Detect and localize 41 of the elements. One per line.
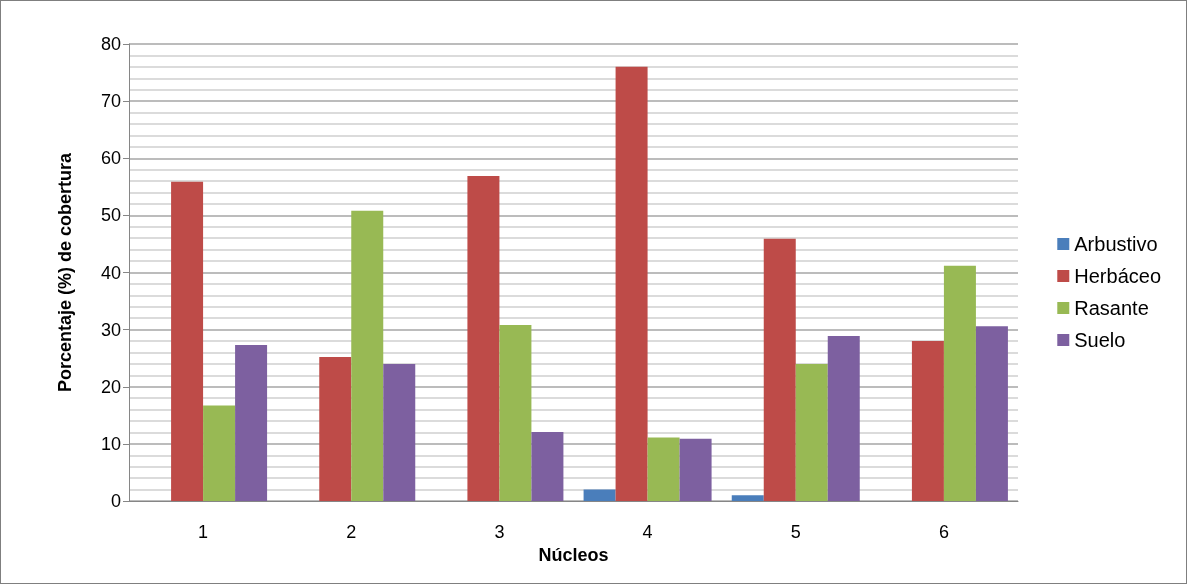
y-tick-label: 80 [100,34,121,54]
bar [731,495,764,501]
y-tick-label: 10 [100,433,121,454]
y-tick-label: 20 [100,376,121,397]
x-axis-title: Núcleos [538,544,609,565]
bar [531,431,564,501]
y-tick-label: 30 [100,319,121,340]
bar [763,238,796,501]
bar [467,175,500,501]
x-tick-label: 3 [494,522,505,542]
x-tick-label: 1 [198,522,209,542]
legend-label: Herbáceo [1074,265,1161,287]
legend-label: Arbustivo [1074,233,1158,255]
x-tick-label: 6 [938,522,949,542]
x-tick-label: 2 [346,522,357,542]
x-tick-label: 4 [642,522,653,542]
bar [171,181,204,501]
bar [383,363,416,501]
x-tick-label: 5 [790,522,801,542]
y-axis-title: Porcentaje (%) de cobertura [55,151,75,393]
bar [911,341,944,501]
y-tick-label: 40 [100,262,121,283]
bar [795,363,828,501]
legend-label: Rasante [1074,297,1149,319]
bar [975,326,1008,501]
bar [351,210,384,501]
bar [203,405,236,501]
y-tick-label: 70 [100,91,121,112]
bar [235,345,268,501]
bar [615,66,648,501]
bar [319,357,352,501]
bar [943,265,976,501]
y-tick-label: 0 [110,491,121,511]
bar [827,335,860,501]
legend-label: Suelo [1074,329,1126,351]
bar [583,489,616,501]
bar [647,437,680,501]
bar [679,438,712,501]
y-tick-label: 60 [100,148,121,169]
bar [499,325,532,501]
y-tick-label: 50 [100,205,121,226]
